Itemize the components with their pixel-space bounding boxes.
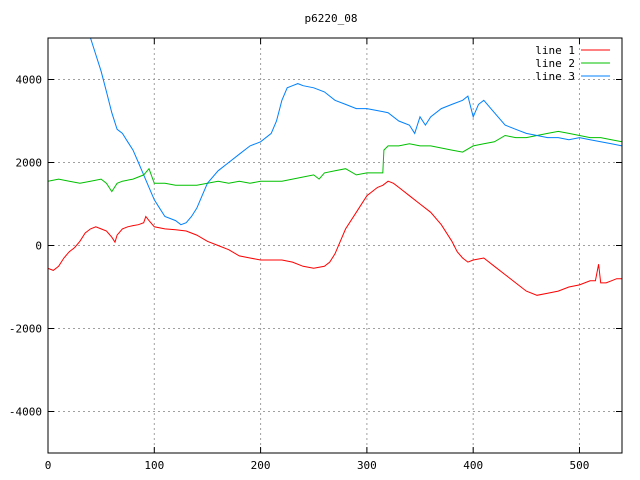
series-line-1 (48, 180, 622, 296)
series-line-3 (90, 38, 622, 226)
x-tick-label: 0 (45, 459, 52, 472)
tick-labels: 0 100 200 300 400 500 -4000 -2000 0 2000 4000 (9, 38, 622, 472)
y-tick-label: -2000 (9, 323, 42, 336)
series-layer (48, 38, 622, 296)
chart-title: p6220_08 (305, 12, 358, 25)
x-tick-label: 500 (570, 459, 590, 472)
y-tick-label: 2000 (16, 157, 43, 170)
y-tick-label: 0 (35, 240, 42, 253)
x-tick-label: 200 (251, 459, 271, 472)
x-tick-label: 100 (144, 459, 164, 472)
legend-label-3: line 3 (535, 70, 575, 83)
y-tick-label: -4000 (9, 406, 42, 419)
grid (48, 38, 622, 453)
series-line-2 (48, 130, 622, 193)
x-tick-label: 300 (357, 459, 377, 472)
legend-label-1: line 1 (535, 44, 575, 57)
legend-label-2: line 2 (535, 57, 575, 70)
x-tick-label: 400 (463, 459, 483, 472)
y-tick-label: 4000 (16, 74, 43, 87)
